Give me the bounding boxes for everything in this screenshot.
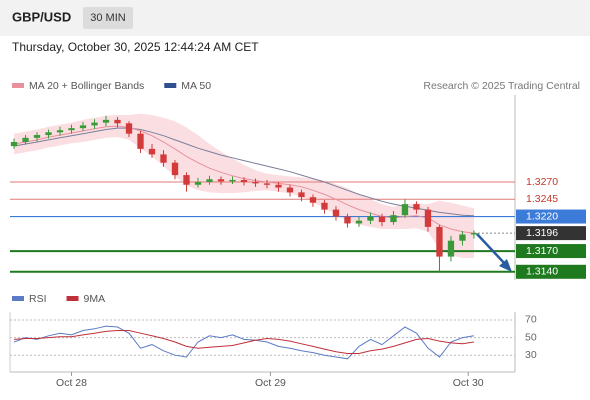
candle-body [447, 240, 455, 257]
forecast-arrow [476, 233, 512, 272]
candle-body [206, 179, 213, 183]
level-label: 1.3270 [526, 176, 558, 188]
x-tick-label: Oct 29 [255, 377, 286, 389]
date: Thursday, October 30, 2025 12:44:24 AM C… [12, 40, 259, 54]
y-tick-label: 70 [525, 314, 537, 326]
y-tick-label: 30 [525, 349, 537, 361]
series-line [13, 325, 475, 360]
timeframe: 30 MIN [90, 12, 126, 24]
candle-body [45, 132, 52, 136]
candle-body [413, 204, 420, 210]
level-box [516, 209, 586, 224]
legend-label: 9MA [84, 293, 106, 305]
arrow-head [499, 259, 512, 272]
candle-body [390, 215, 397, 223]
x-tick-label: Oct 30 [453, 377, 484, 389]
candle-body [286, 187, 294, 193]
legend-swatch [12, 296, 24, 301]
level-box [516, 226, 586, 241]
level-label: 1.3245 [526, 193, 558, 205]
candle-body [148, 148, 156, 155]
level-box [516, 244, 586, 259]
candle-body [56, 130, 64, 133]
level-box [516, 264, 586, 279]
x-tick-label: Oct 28 [56, 377, 87, 389]
candle-body [459, 234, 466, 241]
candle-body [240, 179, 248, 183]
legend-swatch [66, 296, 79, 301]
candle-body [10, 141, 18, 147]
candle-body [263, 183, 271, 185]
candle-body [22, 137, 29, 142]
candle-body [217, 179, 225, 182]
legend-label: MA 20 + Bollinger Bands [29, 80, 144, 92]
candle-body [436, 226, 443, 257]
candle-body [114, 119, 121, 124]
candle-body [298, 192, 305, 198]
candle-body [125, 123, 133, 134]
symbol: GBP/USD [12, 9, 71, 24]
legend-label: RSI [29, 293, 47, 305]
candle-body [344, 216, 351, 224]
candle-body [102, 119, 110, 123]
candle-body [194, 182, 202, 185]
candle-body [183, 175, 190, 185]
legend-swatch [12, 83, 24, 88]
candle-body [79, 125, 87, 129]
candle-body [229, 179, 236, 182]
candle-body [470, 233, 478, 235]
arrow-shaft [476, 233, 507, 266]
level-label: 1.3140 [526, 266, 558, 278]
candle-body [367, 216, 374, 221]
level-label: 1.3170 [526, 245, 558, 257]
candle-body [137, 133, 144, 149]
legend-label: MA 50 [181, 80, 211, 92]
candle-body [171, 162, 179, 176]
candle-body [33, 135, 41, 138]
candle-body [321, 202, 328, 210]
series-line [13, 330, 475, 354]
bollinger-band [14, 113, 474, 258]
candle-body [91, 122, 98, 126]
candle-body [252, 182, 259, 184]
level-label: 1.3220 [526, 210, 558, 222]
legend-swatch [164, 83, 177, 88]
candle-body [160, 154, 167, 163]
ma-line [13, 127, 475, 217]
candle-body [68, 128, 75, 131]
candle-body [424, 209, 432, 227]
candle-body [309, 197, 317, 203]
candle-body [401, 204, 409, 216]
timeframe-box [83, 7, 133, 29]
candle-body [355, 220, 363, 224]
y-tick-label: 50 [525, 331, 537, 343]
credit: Research © 2025 Trading Central [423, 80, 580, 92]
candle-body [378, 216, 386, 223]
candle-body [332, 209, 340, 217]
candle-body [275, 184, 282, 188]
level-label: 1.3196 [526, 227, 558, 239]
